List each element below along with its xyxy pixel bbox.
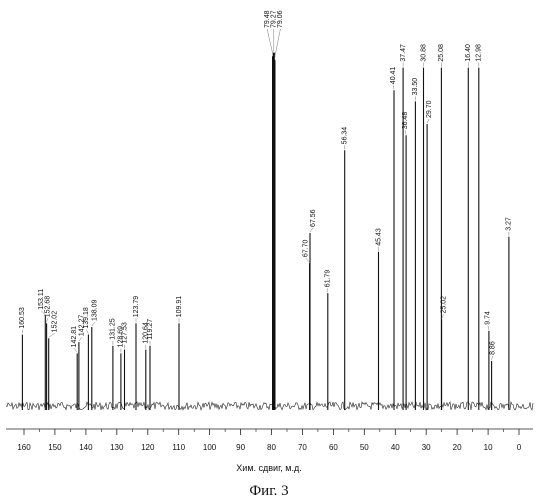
x-tick-label: 50 bbox=[360, 443, 369, 452]
x-tick-label: 80 bbox=[267, 443, 276, 452]
baseline-trace bbox=[6, 402, 533, 410]
x-tick-label: 40 bbox=[391, 443, 400, 452]
peak-label-leader bbox=[393, 85, 394, 89]
peak-label: 12.98 bbox=[476, 44, 483, 62]
peak-labels: 160.53153.11152.68152.02142.81142.27139.… bbox=[19, 10, 513, 360]
peak-label-leader bbox=[310, 228, 313, 232]
peak-label-leader bbox=[49, 333, 55, 337]
peak-label: 56.34 bbox=[342, 127, 349, 145]
peak-label-leader bbox=[306, 258, 310, 262]
x-axis-ticks: 1601501401301201101009080706050403020100 bbox=[17, 429, 521, 452]
peak-label-leader bbox=[427, 119, 429, 123]
peak-label-leader bbox=[79, 337, 82, 341]
peak-label: 160.53 bbox=[19, 307, 26, 329]
peak-label: 142.81 bbox=[71, 326, 78, 348]
peak-label: 25.02 bbox=[440, 296, 447, 314]
peak-label: 40.41 bbox=[390, 67, 397, 85]
peak-lines bbox=[22, 53, 509, 410]
peak-label: 16.40 bbox=[465, 44, 472, 62]
x-tick-label: 130 bbox=[110, 443, 124, 452]
peak-label-leader bbox=[492, 356, 493, 360]
peak-label: 152.68 bbox=[44, 296, 51, 318]
x-tick-label: 120 bbox=[141, 443, 155, 452]
x-tick-label: 60 bbox=[329, 443, 338, 452]
peak-label: 25.08 bbox=[438, 44, 445, 62]
peak-label: 123.79 bbox=[133, 296, 140, 318]
x-tick-label: 30 bbox=[422, 443, 431, 452]
peak-label: 79.06 bbox=[277, 10, 284, 28]
x-tick-label: 20 bbox=[453, 443, 462, 452]
peak-label: 36.48 bbox=[402, 112, 409, 130]
x-tick-label: 160 bbox=[17, 443, 31, 452]
peak-label: 29.70 bbox=[426, 100, 433, 118]
peak-label: 67.56 bbox=[310, 209, 317, 227]
peak-label: 8.86 bbox=[489, 341, 496, 355]
x-tick-label: 140 bbox=[79, 443, 93, 452]
peak-label-leader bbox=[47, 318, 48, 322]
peak-label: 45.43 bbox=[375, 228, 382, 246]
peak-label: 33.50 bbox=[412, 78, 419, 96]
x-tick-label: 150 bbox=[48, 443, 62, 452]
x-tick-label: 70 bbox=[298, 443, 307, 452]
figure-caption: Фиг. 3 bbox=[249, 483, 288, 499]
peak-label: 67.70 bbox=[302, 239, 309, 257]
peak-label: 138.09 bbox=[92, 299, 99, 321]
peak-label: 9.74 bbox=[485, 311, 492, 325]
peak-label-leader bbox=[267, 29, 273, 55]
peak-label-leader bbox=[405, 130, 406, 134]
peak-label-leader bbox=[274, 29, 280, 59]
peak-label: 139.18 bbox=[83, 307, 90, 329]
x-tick-label: 90 bbox=[236, 443, 245, 452]
peak-label: 3.27 bbox=[506, 217, 513, 231]
x-tick-label: 100 bbox=[203, 443, 217, 452]
peak-label-leader bbox=[488, 326, 489, 330]
x-tick-label: 0 bbox=[517, 443, 522, 452]
peak-label: 37.47 bbox=[400, 44, 407, 62]
x-tick-label: 110 bbox=[172, 443, 185, 452]
x-axis-title: Хим. сдвиг, м.д. bbox=[236, 463, 301, 473]
peak-label: 127.53 bbox=[121, 322, 128, 344]
peak-label: 30.88 bbox=[420, 44, 427, 62]
baseline-noise bbox=[6, 402, 533, 410]
peak-label: 131.25 bbox=[110, 318, 117, 340]
peak-label-leader bbox=[74, 348, 77, 352]
peak-label: 61.79 bbox=[325, 270, 332, 288]
peak-label: 152.02 bbox=[52, 311, 59, 333]
peak-label: 119.27 bbox=[147, 319, 154, 340]
x-tick-label: 10 bbox=[484, 443, 493, 452]
peak-label-leader bbox=[86, 330, 88, 334]
peak-label-leader bbox=[92, 322, 95, 326]
peak-label: 109.91 bbox=[176, 296, 183, 318]
